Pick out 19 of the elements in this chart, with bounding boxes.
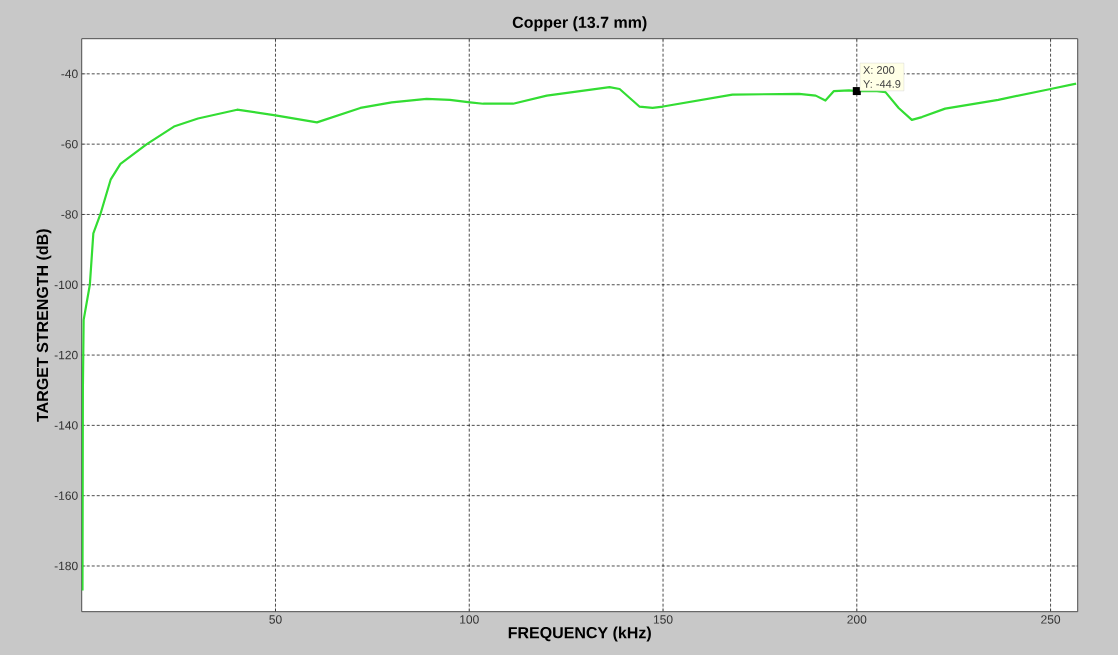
y-tick-label: -180 [54, 561, 78, 571]
y-tick-label: -60 [61, 139, 78, 149]
y-tick-label: -120 [54, 350, 78, 360]
x-axis-title: FREQUENCY (kHz) [508, 626, 651, 642]
x-tick-label: 100 [460, 615, 479, 624]
chart-title: Copper (13.7 mm) [512, 16, 647, 32]
x-tick-label: 200 [847, 615, 867, 624]
x-tick-label: 250 [1041, 615, 1061, 624]
y-tick-label: -40 [61, 69, 78, 79]
x-tick-label: 150 [653, 615, 673, 624]
annotation: X: 200 [863, 66, 895, 74]
y-tick-label: -100 [54, 280, 78, 289]
line-series [81, 82, 1078, 592]
annotation: Y: -44.9 [863, 80, 901, 88]
y-axis-title: TARGET STRENGTH (dB) [36, 229, 52, 422]
x-tick-label: 50 [269, 615, 282, 624]
y-tick-label: -80 [61, 210, 78, 219]
y-tick-label: -140 [54, 421, 78, 430]
y-tick-label: -160 [54, 491, 78, 500]
